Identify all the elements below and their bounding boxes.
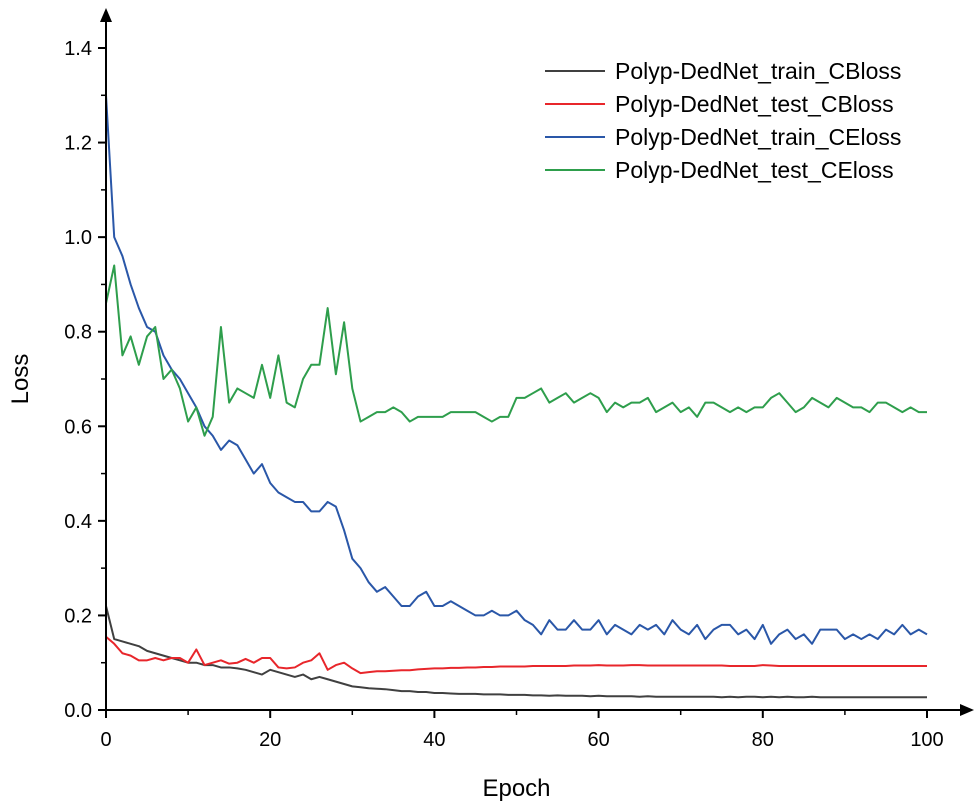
x-tick-label: 60 (587, 729, 609, 751)
x-axis-title: Epoch (482, 775, 550, 802)
y-tick-label: 0.6 (64, 416, 92, 438)
series-line-2 (105, 635, 927, 675)
x-tick-label: 80 (752, 729, 774, 751)
legend: Polyp-DedNet_train_CBloss Polyp-DedNet_te… (545, 58, 901, 183)
legend-label-3: Polyp-DedNet_train_CEloss (615, 124, 901, 150)
x-tick-label: 20 (259, 729, 281, 751)
series-line-1 (105, 605, 927, 699)
x-tick-label: 40 (423, 729, 445, 751)
y-tick-label: 0.2 (64, 605, 92, 627)
x-tick-label: 100 (910, 729, 943, 751)
y-tick-label: 1.2 (64, 133, 92, 155)
y-tick-label: 0.0 (64, 700, 92, 722)
plot-area (105, 95, 928, 699)
y-tick-label: 1.0 (64, 227, 92, 249)
x-axis-arrow-icon (960, 704, 974, 716)
legend-label-4: Polyp-DedNet_test_CEloss (615, 157, 894, 183)
series-line-4 (105, 264, 927, 437)
legend-label-2: Polyp-DedNet_test_CBloss (615, 91, 894, 117)
y-axis-title: Loss (7, 354, 34, 405)
y-axis-arrow-icon (100, 8, 112, 22)
legend-label-1: Polyp-DedNet_train_CBloss (615, 58, 901, 84)
y-tick-label: 0.8 (64, 322, 92, 344)
y-tick-label: 0.4 (64, 511, 92, 533)
y-tick-label: 1.4 (64, 38, 92, 60)
axes: 0.0 0.2 0.4 0.6 0.8 1.0 1.2 1.4 0 20 40 60 80 100 Epoc… (7, 8, 974, 802)
x-tick-label: 0 (100, 729, 111, 751)
series-line-3 (105, 95, 928, 645)
